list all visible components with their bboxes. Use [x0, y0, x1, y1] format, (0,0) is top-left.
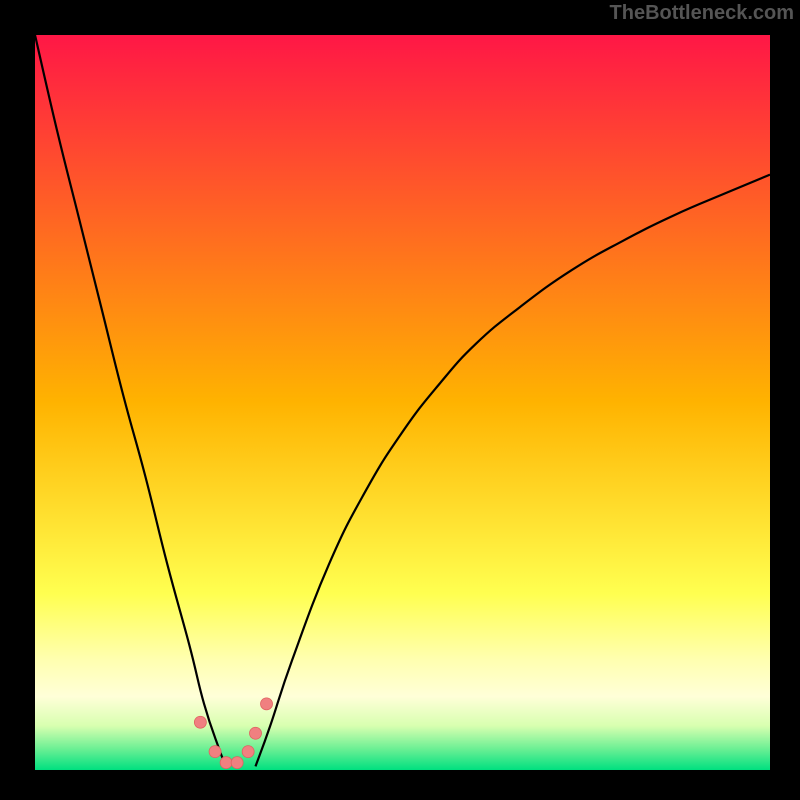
chart-container: { "watermark": { "text": "TheBottleneck.… [0, 0, 800, 800]
marker-point [250, 727, 262, 739]
marker-point [220, 757, 232, 769]
marker-point [194, 716, 206, 728]
marker-point [231, 757, 243, 769]
marker-point [261, 698, 273, 710]
marker-point [209, 746, 221, 758]
curve-layer [35, 35, 770, 770]
watermark-text: TheBottleneck.com [610, 2, 794, 25]
curve-left-branch [35, 35, 226, 766]
marker-point [242, 746, 254, 758]
plot-area [35, 35, 770, 770]
curve-right-branch [256, 175, 771, 767]
